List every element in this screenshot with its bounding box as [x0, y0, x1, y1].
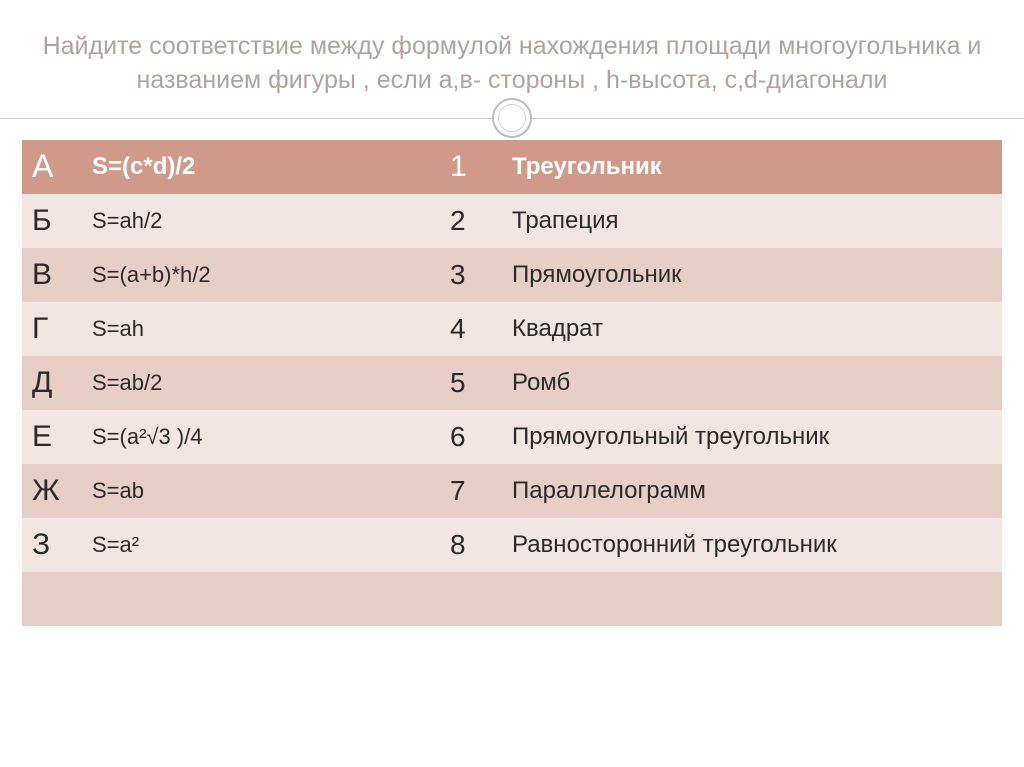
table-row: Б S=ah/2 2 Трапеция: [22, 194, 1002, 248]
table-row: З S=a² 8 Равносторонний треугольник: [22, 518, 1002, 572]
header-formula: S=(c*d)/2: [82, 140, 440, 194]
cell-num: 6: [440, 410, 502, 464]
header-name: Треугольник: [502, 140, 1002, 194]
cell-name: [502, 572, 1002, 626]
cell-letter: Д: [22, 356, 82, 410]
cell-formula: S=(a+b)*h/2: [82, 248, 440, 302]
cell-letter: В: [22, 248, 82, 302]
divider-circle-icon: [492, 98, 532, 138]
cell-name: Прямоугольник: [502, 248, 1002, 302]
cell-name: Равносторонний треугольник: [502, 518, 1002, 572]
cell-formula: S=ah/2: [82, 194, 440, 248]
cell-num: 5: [440, 356, 502, 410]
cell-letter: Ж: [22, 464, 82, 518]
cell-num: 8: [440, 518, 502, 572]
cell-num: [440, 572, 502, 626]
slide: Найдите соответствие между формулой нахо…: [0, 0, 1024, 767]
cell-num: 3: [440, 248, 502, 302]
cell-name: Ромб: [502, 356, 1002, 410]
cell-formula: S=ab: [82, 464, 440, 518]
cell-letter: Б: [22, 194, 82, 248]
cell-letter: Е: [22, 410, 82, 464]
cell-letter: Г: [22, 302, 82, 356]
cell-letter: З: [22, 518, 82, 572]
table-row: В S=(a+b)*h/2 3 Прямоугольник: [22, 248, 1002, 302]
table-row: Г S=ah 4 Квадрат: [22, 302, 1002, 356]
cell-name: Параллелограмм: [502, 464, 1002, 518]
cell-formula: [82, 572, 440, 626]
table-row: Е S=(a²√3 )/4 6 Прямоугольный треугольни…: [22, 410, 1002, 464]
cell-formula: S=(a²√3 )/4: [82, 410, 440, 464]
cell-num: 4: [440, 302, 502, 356]
cell-formula: S=a²: [82, 518, 440, 572]
cell-formula: S=ab/2: [82, 356, 440, 410]
table-row: Ж S=ab 7 Параллелограмм: [22, 464, 1002, 518]
table-row: Д S=ab/2 5 Ромб: [22, 356, 1002, 410]
cell-name: Прямоугольный треугольник: [502, 410, 1002, 464]
header-num: 1: [440, 140, 502, 194]
table-row: [22, 572, 1002, 626]
divider-circle-inner-icon: [498, 104, 526, 132]
cell-num: 7: [440, 464, 502, 518]
match-table: А S=(c*d)/2 1 Треугольник Б S=ah/2 2 Тра…: [22, 140, 1002, 626]
cell-num: 2: [440, 194, 502, 248]
cell-formula: S=ah: [82, 302, 440, 356]
header-letter: А: [22, 140, 82, 194]
cell-name: Трапеция: [502, 194, 1002, 248]
cell-name: Квадрат: [502, 302, 1002, 356]
cell-letter: [22, 572, 82, 626]
table-header-row: А S=(c*d)/2 1 Треугольник: [22, 140, 1002, 194]
